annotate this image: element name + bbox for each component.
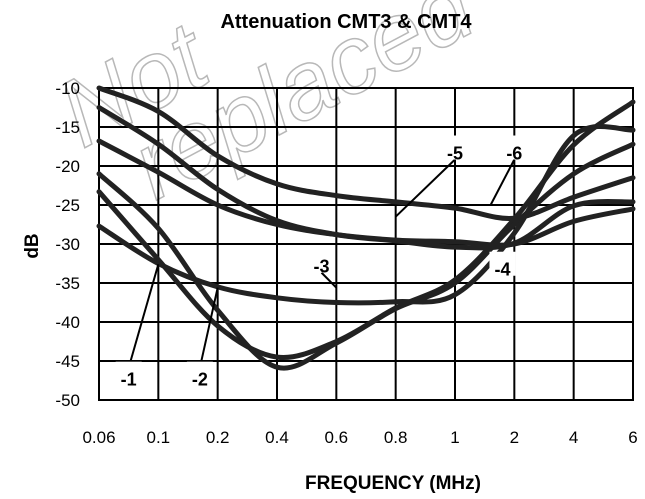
- y-tick-label: -25: [55, 196, 80, 215]
- y-tick-labels: -10 -15 -20 -25 -30 -35 -40 -45 -50: [55, 79, 80, 410]
- x-axis-title: FREQUENCY (MHz): [305, 473, 481, 494]
- y-tick-label: -30: [55, 235, 80, 254]
- x-tick-label: 0.8: [384, 428, 408, 447]
- curve-label-bg-0: [115, 361, 142, 386]
- y-tick-label: -40: [55, 313, 80, 332]
- series-line-5: [96, 85, 636, 221]
- x-tick-label: 6: [628, 428, 637, 447]
- curve-label-bg-3: [489, 251, 516, 276]
- leader-line-0: [127, 264, 160, 368]
- x-tick-label: 0.2: [206, 428, 230, 447]
- curve-label-bg-5: [501, 135, 528, 160]
- curve-label-3: -4: [494, 260, 510, 280]
- curve-label-bg-2: [308, 248, 335, 273]
- curve-label-1: -2: [192, 370, 208, 390]
- leader-line-1: [198, 287, 219, 368]
- leader-line-4: [394, 158, 456, 218]
- y-axis-title: dB: [22, 233, 43, 258]
- series-line-2: [96, 124, 636, 306]
- x-tick-label: 0.4: [265, 428, 289, 447]
- x-tick-label: 2: [510, 428, 519, 447]
- curve-label-4: -5: [447, 144, 463, 164]
- curve-label-0: -1: [121, 370, 137, 390]
- curve-labels: -1 -2 -3 -4 -5 -6: [115, 135, 528, 390]
- x-tick-label: 1: [450, 428, 459, 447]
- x-tick-labels: 0.06 0.1 0.2 0.4 0.6 0.8 1 2 4 6: [82, 428, 637, 447]
- curve-label-2: -3: [313, 257, 329, 277]
- y-tick-label: -50: [55, 391, 80, 410]
- y-tick-label: -20: [55, 157, 80, 176]
- y-tick-label: -35: [55, 274, 80, 293]
- leader-line-5: [489, 159, 516, 206]
- y-tick-label: -10: [55, 79, 80, 98]
- x-tick-label: 0.6: [325, 428, 349, 447]
- series-line-4: [96, 138, 636, 248]
- x-tick-label: 0.06: [82, 428, 115, 447]
- series-lines: [96, 85, 636, 371]
- y-tick-label: -15: [55, 118, 80, 137]
- curve-label-5: -6: [506, 144, 522, 164]
- series-line-1: [96, 141, 636, 371]
- y-tick-label: -45: [55, 352, 80, 371]
- plot-frame: [98, 87, 634, 401]
- curve-label-bg-1: [186, 361, 213, 386]
- curve-label-bg-4: [442, 135, 468, 160]
- x-tick-label: 4: [569, 428, 578, 447]
- leader-line-2: [320, 271, 338, 289]
- chart-title: Attenuation CMT3 & CMT4: [220, 11, 472, 33]
- x-tick-label: 0.1: [147, 428, 171, 447]
